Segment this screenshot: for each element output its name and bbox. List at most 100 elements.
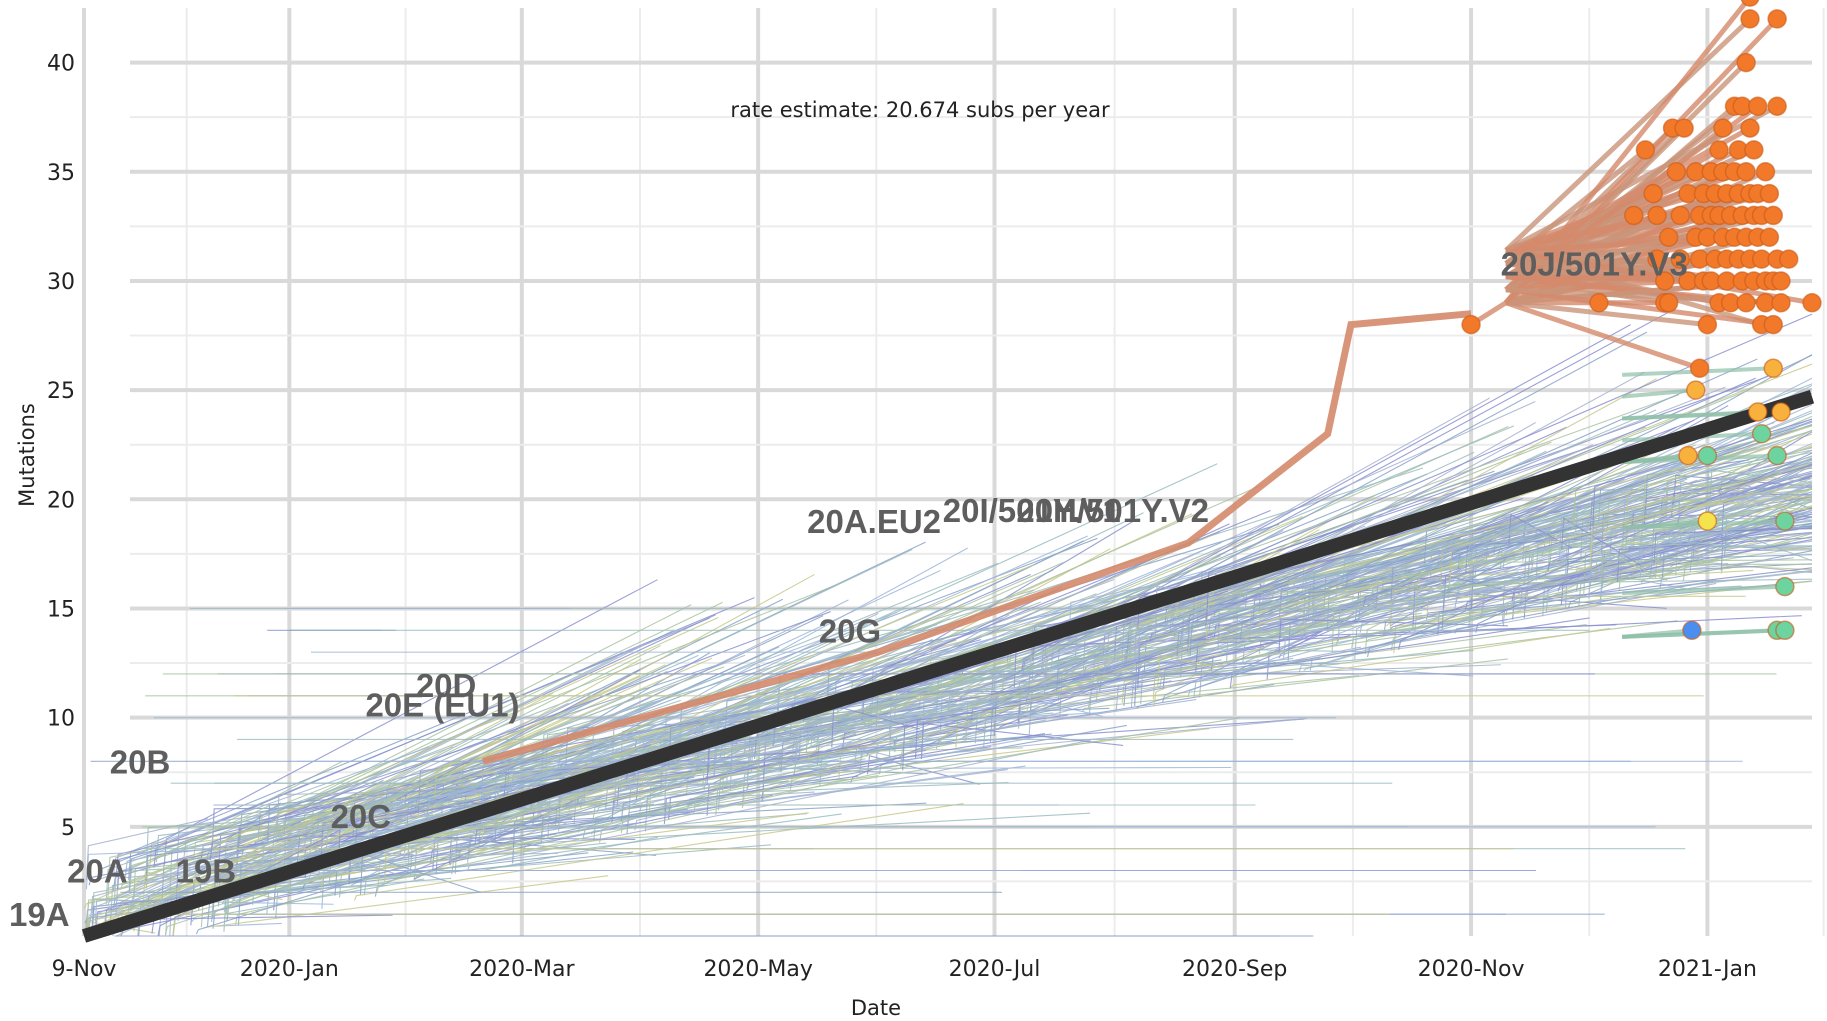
tip-point (1697, 511, 1718, 531)
branch-line (261, 693, 823, 862)
branch-line (1095, 579, 1568, 701)
branch-line (1115, 578, 1385, 712)
branch-line (875, 537, 1461, 763)
branch-line (1572, 451, 1813, 530)
branch-line (888, 610, 1522, 756)
y-tick-label: 25 (47, 379, 75, 404)
branch-line (1123, 515, 1414, 668)
branch-line (1153, 574, 1436, 707)
branch-line (1199, 657, 1294, 698)
tip-point (1748, 402, 1768, 422)
x-tick-label: 2020-Jan (240, 957, 339, 982)
y-tick-label: 30 (47, 270, 75, 295)
tip-point (1713, 118, 1733, 138)
branch-line (1616, 537, 1813, 583)
tip-point (1771, 293, 1791, 313)
branch-line (145, 760, 344, 889)
branch-line (113, 746, 430, 876)
branch-line (1398, 452, 1813, 650)
tip-point (1767, 445, 1787, 466)
tip-point (1767, 96, 1787, 117)
branch-line (794, 689, 968, 765)
branch-line (307, 842, 607, 881)
branch-line (1287, 511, 1813, 661)
tip-point (1709, 140, 1729, 160)
clade-label: 19B (176, 852, 237, 889)
branch-line (1303, 613, 1497, 672)
tip-point (1763, 205, 1784, 226)
branch-line (350, 547, 969, 887)
tip-point (1655, 271, 1675, 291)
branch-line (1557, 515, 1813, 592)
branch-line (839, 669, 991, 731)
clade-label: 20C (331, 798, 392, 835)
clade-label: 20A.EU2 (807, 503, 941, 540)
y-tick-label: 5 (61, 816, 75, 841)
branch-line (1154, 585, 1282, 630)
branch-line (1603, 462, 1813, 528)
clade-label: 20I/501Y.V1 (943, 492, 1121, 529)
branch-line (920, 722, 1124, 760)
tip-point (1763, 358, 1784, 379)
branch-line (1677, 455, 1813, 506)
tip-point (1643, 183, 1663, 204)
tip-points (1461, 0, 1822, 641)
branch-line (559, 710, 665, 769)
x-tick-label: 2020-May (703, 957, 812, 982)
tip-point (1674, 118, 1694, 138)
branch-line (620, 717, 1241, 833)
tip-point (1647, 205, 1667, 226)
branch-line (496, 679, 876, 801)
branch-line (85, 818, 208, 881)
tip-point (1670, 249, 1691, 269)
branch-line (729, 668, 1182, 790)
branch-line (630, 760, 832, 820)
tip-point (1666, 162, 1687, 182)
branch-line (172, 658, 642, 937)
branch-line (1335, 595, 1622, 646)
branch-line (1678, 480, 1813, 518)
clade-label: 20J/501Y.V3 (1501, 245, 1688, 282)
tip-point (1771, 271, 1791, 291)
branch-line (993, 567, 1490, 737)
branch-line (800, 549, 1408, 721)
branch-line (353, 802, 964, 901)
branch-line (803, 617, 1335, 734)
tip-point (1802, 293, 1822, 313)
clade-label: 20B (110, 743, 171, 780)
branch-line (1541, 491, 1813, 557)
branch-line (266, 691, 920, 916)
tip-point (1670, 205, 1691, 226)
y-tick-label: 20 (47, 488, 75, 513)
branch-line (105, 746, 454, 902)
branch-line (1026, 581, 1388, 713)
branch-line (1030, 394, 1679, 668)
branch-line (1278, 618, 1508, 654)
branch-line (275, 746, 560, 840)
tip-point (1678, 445, 1698, 466)
branch-line (693, 740, 966, 814)
tip-point (1697, 314, 1718, 335)
clade-label: 20G (819, 612, 881, 649)
branch-line (719, 588, 1212, 785)
tip-point (1759, 227, 1780, 248)
tip-point (1767, 9, 1787, 29)
branch-line (213, 599, 849, 915)
tip-point (1755, 162, 1776, 182)
branch-line (820, 635, 1401, 726)
branch-line (1043, 517, 1574, 697)
branch-line (1309, 582, 1717, 671)
y-tick-label: 15 (47, 597, 75, 622)
branch-line-tip (1622, 584, 1785, 596)
branch-line (1189, 575, 1656, 657)
branch-line-20j (1505, 212, 1774, 280)
branch-line (1176, 501, 1668, 657)
branch-line (1206, 313, 1813, 615)
branch-line-tip (1621, 388, 1696, 399)
branch-line (151, 914, 393, 934)
branch-line (1110, 631, 1206, 671)
branch-line (703, 718, 1307, 791)
branch-line (1367, 522, 1813, 658)
branch-line (1509, 510, 1590, 539)
tip-point (1763, 314, 1784, 335)
